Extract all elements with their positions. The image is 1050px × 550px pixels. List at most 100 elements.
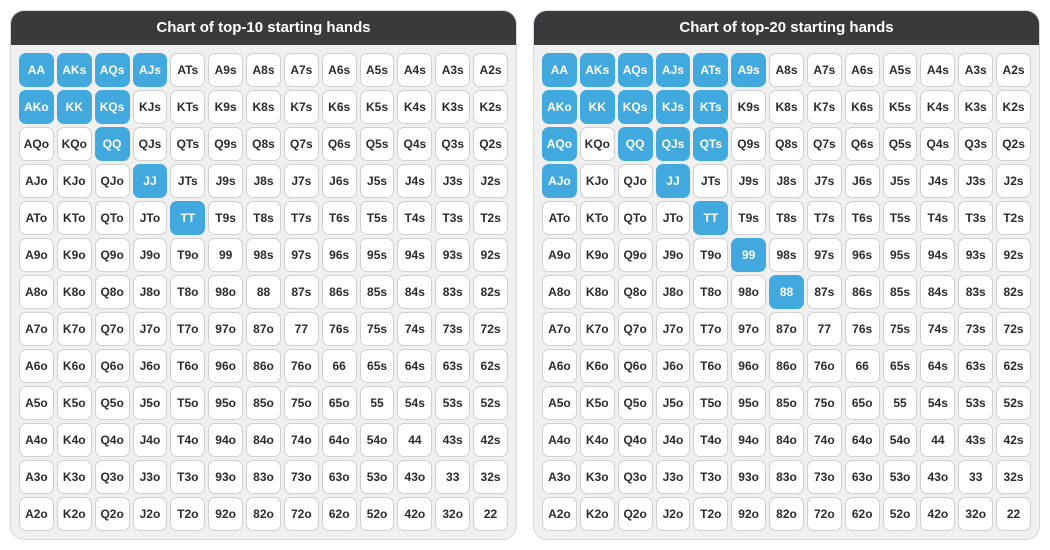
hand-cell: A5o: [19, 386, 54, 420]
hand-cell: 63s: [958, 349, 993, 383]
hand-cell: 76o: [284, 349, 319, 383]
hand-cell: J4s: [397, 164, 432, 198]
hand-cell: T9s: [731, 201, 766, 235]
hand-cell: 52o: [883, 497, 918, 531]
hand-cell: K3o: [57, 460, 92, 494]
hand-cell: KJo: [57, 164, 92, 198]
hand-cell: T5s: [883, 201, 918, 235]
hand-cell: 82s: [473, 275, 508, 309]
hand-cell: J7o: [656, 312, 691, 346]
hand-cell: Q6o: [618, 349, 653, 383]
hand-cell: T3o: [693, 460, 728, 494]
hand-cell: 42s: [473, 423, 508, 457]
hand-cell: AQo: [19, 127, 54, 161]
hand-cell: T7o: [170, 312, 205, 346]
hand-cell: 65o: [322, 386, 357, 420]
hand-cell: J3o: [656, 460, 691, 494]
hand-cell: 87s: [807, 275, 842, 309]
hand-cell: TT: [693, 201, 728, 235]
hand-cell: Q9o: [618, 238, 653, 272]
hand-cell: K8o: [580, 275, 615, 309]
hand-cell: 54s: [920, 386, 955, 420]
hand-cell: T7o: [693, 312, 728, 346]
hand-cell: Q8s: [769, 127, 804, 161]
hand-cell: K4s: [397, 90, 432, 124]
hand-cell: KJo: [580, 164, 615, 198]
hand-cell: Q9s: [731, 127, 766, 161]
hand-cell: Q3o: [618, 460, 653, 494]
panel-title: Chart of top-10 starting hands: [11, 11, 516, 45]
hand-cell: AA: [542, 53, 577, 87]
hand-cell: A3o: [542, 460, 577, 494]
hand-cell: A8o: [19, 275, 54, 309]
hand-cell: T5o: [693, 386, 728, 420]
hand-cell: Q8s: [246, 127, 281, 161]
hand-cell: 85o: [246, 386, 281, 420]
hand-cell: 52o: [360, 497, 395, 531]
hand-cell: 53s: [958, 386, 993, 420]
hand-cell: A4s: [397, 53, 432, 87]
hand-cell: T2s: [996, 201, 1031, 235]
hand-cell: JTo: [656, 201, 691, 235]
hand-cell: K9o: [580, 238, 615, 272]
hand-cell: J6s: [845, 164, 880, 198]
hand-cell: 62s: [996, 349, 1031, 383]
hand-cell: AKs: [57, 53, 92, 87]
hand-cell: 99: [731, 238, 766, 272]
hand-cell: T4o: [170, 423, 205, 457]
hand-cell: A4o: [542, 423, 577, 457]
hand-cell: A5o: [542, 386, 577, 420]
hand-cell: 42s: [996, 423, 1031, 457]
hand-cell: 52s: [996, 386, 1031, 420]
hand-cell: J7s: [284, 164, 319, 198]
hand-cell: T4s: [920, 201, 955, 235]
hand-cell: 43s: [435, 423, 470, 457]
hand-cell: QJs: [133, 127, 168, 161]
hand-cell: 92o: [731, 497, 766, 531]
hand-cell: A9o: [542, 238, 577, 272]
hand-cell: 74s: [920, 312, 955, 346]
hand-cell: 83s: [435, 275, 470, 309]
hand-cell: T5s: [360, 201, 395, 235]
hand-cell: K5o: [57, 386, 92, 420]
hand-cell: K5o: [580, 386, 615, 420]
hand-cell: K8o: [57, 275, 92, 309]
hand-cell: A4o: [19, 423, 54, 457]
hand-cell: K6o: [580, 349, 615, 383]
hand-cell: 92s: [473, 238, 508, 272]
panel-title: Chart of top-20 starting hands: [534, 11, 1039, 45]
hand-cell: AJo: [19, 164, 54, 198]
hand-cell: Q6o: [95, 349, 130, 383]
hand-cell: A9s: [208, 53, 243, 87]
hand-cell: K6o: [57, 349, 92, 383]
hand-cell: 88: [769, 275, 804, 309]
hand-cell: A3s: [435, 53, 470, 87]
hand-cell: 65s: [883, 349, 918, 383]
hand-cell: ATs: [170, 53, 205, 87]
hand-cell: 96s: [845, 238, 880, 272]
hand-cell: KTs: [693, 90, 728, 124]
hand-grid: AAAKsAQsAJsATsA9sA8sA7sA6sA5sA4sA3sA2sAK…: [534, 45, 1039, 539]
hand-cell: 62s: [473, 349, 508, 383]
hand-cell: 33: [435, 460, 470, 494]
hand-cell: KJs: [133, 90, 168, 124]
hand-cell: QTo: [95, 201, 130, 235]
hand-cell: 84s: [397, 275, 432, 309]
hand-cell: 93o: [731, 460, 766, 494]
hand-cell: Q5s: [360, 127, 395, 161]
hand-cell: QQ: [95, 127, 130, 161]
hand-cell: T7s: [284, 201, 319, 235]
hand-cell: K2s: [996, 90, 1031, 124]
hand-cell: A7o: [542, 312, 577, 346]
hand-cell: 74o: [284, 423, 319, 457]
hand-cell: T3s: [435, 201, 470, 235]
hand-cell: A2s: [473, 53, 508, 87]
hand-cell: K3s: [958, 90, 993, 124]
hand-cell: AQo: [542, 127, 577, 161]
hand-cell: T4s: [397, 201, 432, 235]
hand-cell: J9o: [133, 238, 168, 272]
hand-cell: AQs: [618, 53, 653, 87]
hand-cell: 93s: [958, 238, 993, 272]
hand-cell: J4o: [133, 423, 168, 457]
hand-cell: J3o: [133, 460, 168, 494]
